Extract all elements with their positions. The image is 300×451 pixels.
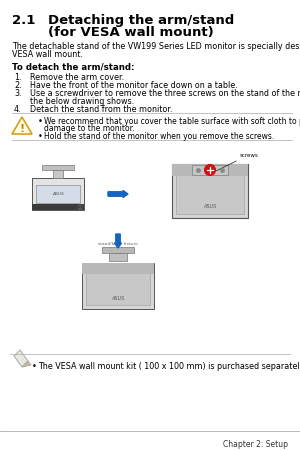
FancyArrow shape (108, 191, 128, 198)
Text: •: • (38, 132, 43, 141)
FancyBboxPatch shape (109, 253, 127, 262)
FancyBboxPatch shape (82, 263, 154, 274)
Text: (for VESA wall mount): (for VESA wall mount) (48, 26, 214, 39)
FancyBboxPatch shape (192, 166, 228, 175)
Text: •: • (38, 117, 43, 126)
Text: •: • (32, 361, 37, 370)
Text: To detach the arm/stand:: To detach the arm/stand: (12, 62, 134, 71)
Text: Detaching the arm/stand: Detaching the arm/stand (48, 14, 234, 27)
Text: Use a screwdriver to remove the three screws on the stand of the monitor as: Use a screwdriver to remove the three sc… (30, 89, 300, 98)
Polygon shape (12, 118, 32, 135)
Text: Chapter 2: Setup: Chapter 2: Setup (223, 439, 288, 448)
FancyBboxPatch shape (82, 263, 154, 309)
Text: VESA wall mount.: VESA wall mount. (12, 50, 83, 59)
FancyBboxPatch shape (176, 173, 244, 215)
Text: ASUS: ASUS (111, 296, 124, 301)
Circle shape (205, 165, 215, 176)
Text: The detachable stand of the VW199 Series LED monitor is specially designed for: The detachable stand of the VW199 Series… (12, 42, 300, 51)
Text: 4.: 4. (14, 105, 22, 114)
FancyBboxPatch shape (102, 248, 134, 253)
Polygon shape (14, 350, 28, 367)
Text: We recommend that you cover the table surface with soft cloth to prevent: We recommend that you cover the table su… (44, 117, 300, 126)
FancyBboxPatch shape (86, 272, 150, 305)
Text: 3.: 3. (14, 89, 22, 98)
Text: Hold the stand of the monitor when you remove the screws.: Hold the stand of the monitor when you r… (44, 132, 274, 141)
Text: screws: screws (217, 152, 259, 171)
Polygon shape (22, 361, 31, 367)
Text: Remove the arm cover.: Remove the arm cover. (30, 73, 124, 82)
FancyBboxPatch shape (32, 205, 84, 211)
Text: The VESA wall mount kit ( 100 x 100 mm) is purchased separately.: The VESA wall mount kit ( 100 x 100 mm) … (38, 361, 300, 370)
FancyBboxPatch shape (36, 186, 80, 203)
FancyBboxPatch shape (32, 179, 84, 211)
FancyBboxPatch shape (42, 166, 74, 170)
FancyArrow shape (115, 235, 122, 249)
Text: 1.: 1. (14, 73, 22, 82)
FancyBboxPatch shape (53, 170, 63, 179)
Text: !: ! (20, 124, 25, 133)
FancyBboxPatch shape (172, 165, 248, 177)
Text: 2.: 2. (14, 81, 22, 90)
FancyBboxPatch shape (172, 165, 248, 219)
Text: ①: ① (77, 205, 83, 211)
Text: stand/base fixture: stand/base fixture (98, 241, 138, 245)
Text: the below drawing shows.: the below drawing shows. (30, 97, 134, 106)
Text: ASUS: ASUS (203, 204, 217, 209)
Text: damage to the monitor.: damage to the monitor. (44, 124, 134, 133)
Text: 2.1: 2.1 (12, 14, 35, 27)
Text: ASUS: ASUS (52, 192, 64, 196)
Text: Have the front of the monitor face down on a table.: Have the front of the monitor face down … (30, 81, 238, 90)
Text: Detach the stand from the monitor.: Detach the stand from the monitor. (30, 105, 172, 114)
